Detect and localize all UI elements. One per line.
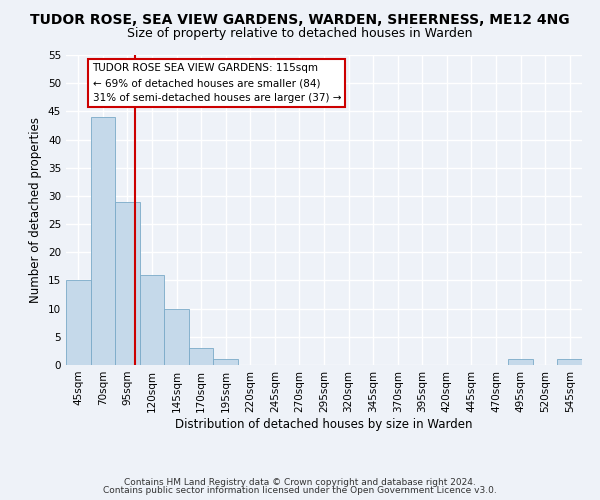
X-axis label: Distribution of detached houses by size in Warden: Distribution of detached houses by size … xyxy=(175,418,473,430)
Text: Contains HM Land Registry data © Crown copyright and database right 2024.: Contains HM Land Registry data © Crown c… xyxy=(124,478,476,487)
Text: TUDOR ROSE SEA VIEW GARDENS: 115sqm
← 69% of detached houses are smaller (84)
31: TUDOR ROSE SEA VIEW GARDENS: 115sqm ← 69… xyxy=(92,64,341,103)
Bar xyxy=(66,280,91,365)
Bar xyxy=(508,360,533,365)
Bar xyxy=(115,202,140,365)
Text: Contains public sector information licensed under the Open Government Licence v3: Contains public sector information licen… xyxy=(103,486,497,495)
Y-axis label: Number of detached properties: Number of detached properties xyxy=(29,117,43,303)
Text: TUDOR ROSE, SEA VIEW GARDENS, WARDEN, SHEERNESS, ME12 4NG: TUDOR ROSE, SEA VIEW GARDENS, WARDEN, SH… xyxy=(30,12,570,26)
Bar xyxy=(140,275,164,365)
Bar xyxy=(164,308,189,365)
Text: Size of property relative to detached houses in Warden: Size of property relative to detached ho… xyxy=(127,28,473,40)
Bar xyxy=(189,348,214,365)
Bar xyxy=(214,360,238,365)
Bar xyxy=(91,117,115,365)
Bar xyxy=(557,360,582,365)
